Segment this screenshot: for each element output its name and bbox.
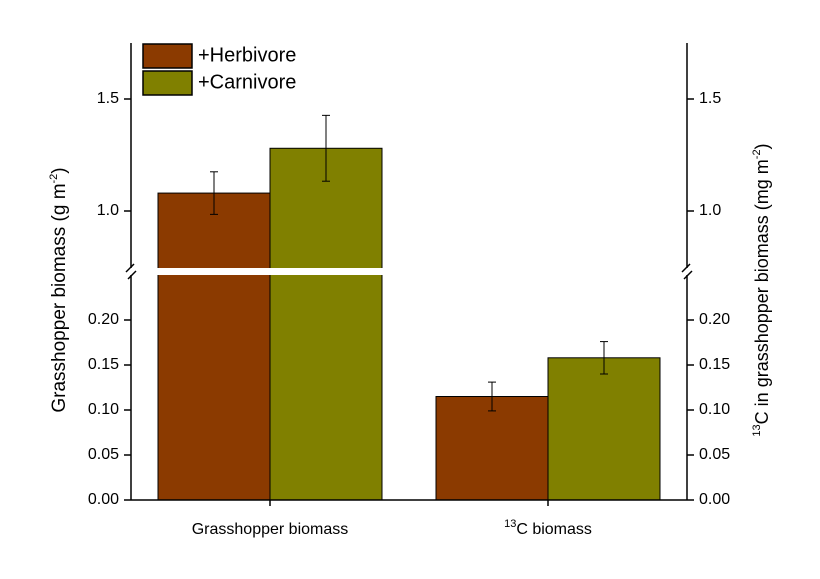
label-part: -2 (751, 149, 763, 159)
bar (269, 147, 383, 501)
y-tick-label: 1.5 (97, 90, 119, 107)
y-tick-label: 0.00 (699, 491, 730, 508)
y-tick-label: 0.15 (88, 356, 119, 373)
x-tick-label: 13C biomass (504, 518, 592, 538)
y-tick-label: 1.0 (699, 202, 721, 219)
y-tick-label: 0.10 (88, 401, 119, 418)
y-tick-label: 1.0 (97, 202, 119, 219)
legend-swatch (142, 70, 193, 96)
y-tick-label: 0.20 (699, 311, 730, 328)
legend-swatch (142, 43, 193, 69)
y-tick-label: 0.20 (88, 311, 119, 328)
legend-label: +Carnivore (198, 71, 296, 93)
bar (435, 396, 549, 501)
label-part: 13 (751, 424, 763, 436)
label-part: C biomass (516, 521, 592, 538)
axis-break (116, 268, 702, 275)
y-tick-label: 1.5 (699, 90, 721, 107)
label-part: -2 (48, 174, 60, 184)
label-part: C in grasshopper biomass (mg m (752, 159, 772, 424)
axis-break-mark (681, 263, 691, 273)
label-part: ) (49, 167, 70, 173)
axis-break-mark (127, 270, 137, 280)
y-tick-label: 0.15 (699, 356, 730, 373)
y-tick-label: 0.10 (699, 401, 730, 418)
y-tick-label: 0.05 (88, 446, 119, 463)
label-part: Grasshopper biomass (g m (49, 183, 70, 412)
axis-break-mark (683, 270, 693, 280)
label-part: 13 (504, 518, 516, 530)
label-part: ) (752, 143, 772, 149)
y-tick-label: 0.00 (88, 491, 119, 508)
y2-axis-title: 13C in grasshopper biomass (mg m-2) (751, 143, 772, 436)
x-tick-label: Grasshopper biomass (192, 521, 349, 538)
bar (547, 357, 661, 501)
legend-label: +Herbivore (198, 44, 296, 66)
y-axis-title: Grasshopper biomass (g m-2) (48, 167, 70, 412)
label-part: Grasshopper biomass (192, 521, 349, 538)
bar (157, 192, 271, 501)
axis-break-mark (125, 263, 135, 273)
y-tick-label: 0.05 (699, 446, 730, 463)
